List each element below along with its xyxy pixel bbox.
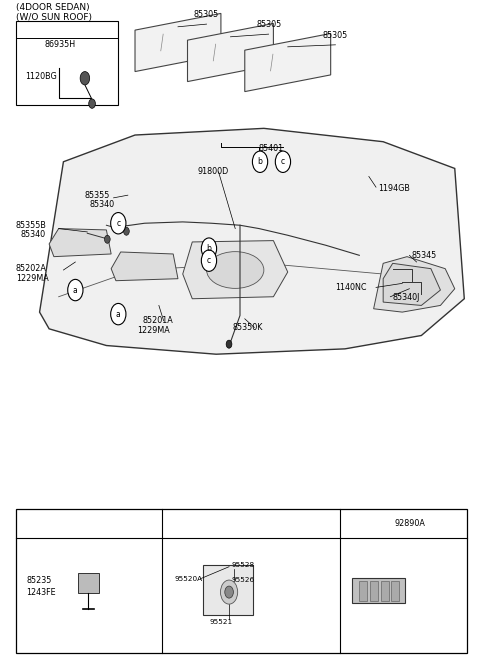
Text: 85350K: 85350K bbox=[233, 323, 263, 332]
Bar bbox=[78, 574, 99, 593]
Text: 1229MA: 1229MA bbox=[137, 326, 170, 336]
Text: 91800D: 91800D bbox=[197, 167, 228, 176]
Bar bbox=[203, 566, 253, 615]
Text: 85202A: 85202A bbox=[16, 264, 47, 273]
Circle shape bbox=[276, 151, 290, 172]
Bar bbox=[392, 580, 399, 601]
Text: c: c bbox=[281, 157, 285, 166]
Circle shape bbox=[89, 99, 96, 108]
Text: 1194GB: 1194GB bbox=[378, 184, 410, 193]
Text: 1140NC: 1140NC bbox=[336, 283, 367, 292]
Text: a: a bbox=[24, 519, 29, 528]
Circle shape bbox=[225, 586, 233, 598]
Bar bbox=[371, 580, 378, 601]
Text: 95526: 95526 bbox=[231, 577, 254, 583]
Text: (W/O SUN ROOF): (W/O SUN ROOF) bbox=[16, 13, 92, 21]
Text: (4DOOR SEDAN): (4DOOR SEDAN) bbox=[16, 3, 89, 11]
Text: 1120BG: 1120BG bbox=[25, 72, 57, 81]
Circle shape bbox=[68, 279, 83, 301]
Circle shape bbox=[201, 250, 216, 271]
Text: b: b bbox=[170, 519, 175, 528]
Text: 86935H: 86935H bbox=[44, 40, 75, 50]
Circle shape bbox=[167, 515, 179, 531]
Polygon shape bbox=[135, 13, 221, 72]
Text: 85201A: 85201A bbox=[142, 316, 173, 325]
Text: 1229MA: 1229MA bbox=[16, 274, 48, 283]
Bar bbox=[16, 21, 118, 105]
Text: 85340: 85340 bbox=[90, 200, 115, 209]
Polygon shape bbox=[188, 23, 274, 82]
Text: 1243FE: 1243FE bbox=[26, 588, 56, 597]
Circle shape bbox=[252, 151, 268, 172]
Text: 85305: 85305 bbox=[256, 20, 281, 30]
Bar bbox=[352, 578, 405, 603]
Circle shape bbox=[105, 236, 110, 244]
Circle shape bbox=[80, 72, 90, 85]
Text: c: c bbox=[349, 519, 353, 528]
Polygon shape bbox=[39, 128, 464, 354]
Text: 85355: 85355 bbox=[85, 191, 110, 200]
Bar bbox=[360, 580, 367, 601]
Bar bbox=[16, 509, 467, 653]
Circle shape bbox=[220, 580, 238, 604]
Text: 85345: 85345 bbox=[412, 251, 437, 260]
Polygon shape bbox=[245, 34, 331, 92]
Text: a: a bbox=[116, 309, 120, 319]
Circle shape bbox=[226, 340, 232, 348]
Circle shape bbox=[345, 515, 357, 531]
Text: b: b bbox=[206, 244, 211, 253]
Text: b: b bbox=[258, 157, 263, 166]
Circle shape bbox=[201, 238, 216, 259]
Polygon shape bbox=[111, 252, 178, 280]
Text: 85305: 85305 bbox=[194, 11, 219, 19]
Circle shape bbox=[111, 213, 126, 234]
Text: 95521: 95521 bbox=[210, 619, 233, 625]
Text: 85340J: 85340J bbox=[393, 293, 420, 302]
Circle shape bbox=[21, 515, 32, 531]
Text: 85355B: 85355B bbox=[16, 221, 47, 229]
Polygon shape bbox=[49, 229, 111, 256]
Circle shape bbox=[111, 303, 126, 325]
Text: 92890A: 92890A bbox=[395, 519, 425, 528]
Text: a: a bbox=[73, 286, 78, 295]
Text: c: c bbox=[116, 219, 120, 227]
Text: 85235: 85235 bbox=[26, 576, 51, 585]
Polygon shape bbox=[383, 263, 441, 305]
Text: 95520A: 95520A bbox=[174, 576, 203, 582]
Polygon shape bbox=[183, 241, 288, 299]
Text: 95528: 95528 bbox=[231, 562, 254, 568]
Ellipse shape bbox=[206, 252, 264, 289]
Bar bbox=[381, 580, 389, 601]
Text: 85305: 85305 bbox=[323, 31, 348, 40]
Text: c: c bbox=[207, 256, 211, 265]
Text: 85401: 85401 bbox=[258, 144, 284, 153]
Circle shape bbox=[123, 227, 129, 236]
Polygon shape bbox=[373, 256, 455, 312]
Text: 85340: 85340 bbox=[21, 230, 46, 239]
